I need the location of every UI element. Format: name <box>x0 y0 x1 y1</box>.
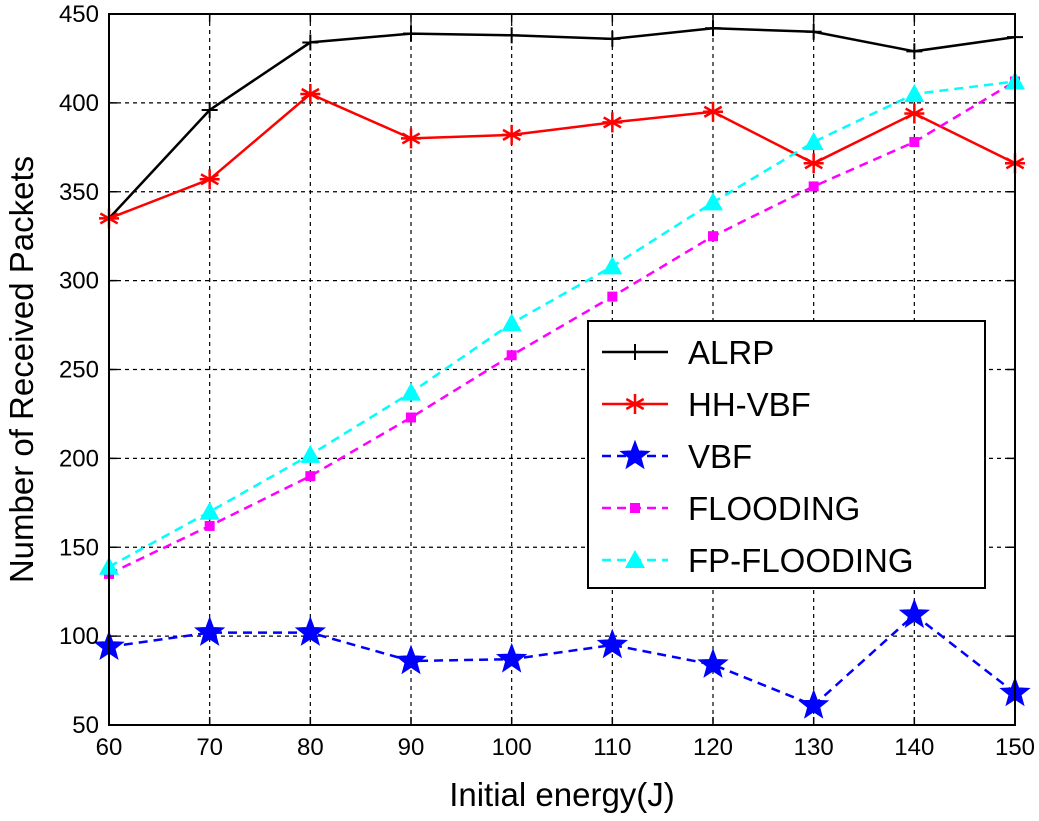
data-point-alrp <box>503 27 520 44</box>
data-point-vbf <box>294 616 326 646</box>
legend-item-hh-vbf: HH-VBF <box>602 386 811 423</box>
legend-marker <box>625 394 645 414</box>
y-tick-label: 150 <box>59 534 99 561</box>
series-vbf <box>93 598 1031 719</box>
legend-label: VBF <box>688 438 752 475</box>
data-point-hh-vbf <box>904 103 925 124</box>
series-hh-vbf <box>99 83 1025 229</box>
y-tick-label: 250 <box>59 357 99 384</box>
series-line-flooding <box>108 80 1016 576</box>
data-point-fp-flooding <box>501 313 522 332</box>
series-line-hh-vbf <box>108 92 1016 220</box>
data-point-vbf <box>798 688 830 719</box>
legend-box <box>587 320 986 589</box>
data-point-hh-vbf <box>199 169 220 190</box>
x-tick-label: 130 <box>794 734 834 761</box>
legend-label: HH-VBF <box>688 386 811 423</box>
x-tick-label: 120 <box>693 734 733 761</box>
data-point-vbf <box>496 642 528 673</box>
data-point-flooding <box>305 471 316 482</box>
data-point-hh-vbf <box>703 101 723 122</box>
x-tick-label: 90 <box>398 734 425 761</box>
data-point-alrp <box>302 34 319 51</box>
data-point-vbf <box>697 648 729 678</box>
legend-label: FP-FLOODING <box>688 542 914 579</box>
legend-item-flooding: FLOODING <box>602 490 860 527</box>
data-point-alrp <box>705 20 721 37</box>
data-point-fp-flooding <box>803 131 824 150</box>
data-point-vbf <box>596 628 628 659</box>
data-point-alrp <box>201 101 218 118</box>
data-point-fp-flooding <box>602 256 623 275</box>
x-tick-label: 80 <box>297 734 324 761</box>
series-alrp <box>101 20 1023 227</box>
legend-item-alrp: ALRP <box>602 334 774 371</box>
legend: ALRP HH-VBF VBF FLOODING FP-FLOODING <box>587 320 986 589</box>
data-point-alrp <box>906 43 923 60</box>
y-tick-label: 50 <box>72 712 99 739</box>
data-point-flooding <box>406 412 416 423</box>
x-tick-label: 150 <box>995 734 1035 761</box>
data-point-hh-vbf <box>401 128 421 149</box>
data-point-flooding <box>708 231 718 242</box>
data-point-hh-vbf <box>602 112 623 133</box>
legend-marker <box>627 344 643 360</box>
data-point-alrp <box>604 30 621 47</box>
data-point-alrp <box>805 23 822 40</box>
y-tick-label: 350 <box>59 179 99 206</box>
data-point-fp-flooding <box>199 501 220 520</box>
y-axis-title: Number of Received Packets <box>3 156 40 583</box>
legend-label: FLOODING <box>688 490 860 527</box>
y-tick-label: 100 <box>59 623 99 650</box>
x-tick-label: 110 <box>593 734 631 761</box>
x-tick-label: 70 <box>196 734 223 761</box>
legend-label: ALRP <box>688 334 774 371</box>
tick-labels: 60 70 80 90 100 110 120 130 140 150 50 100 150 200 250… <box>59 1 1035 761</box>
legend-marker <box>630 503 640 513</box>
x-tick-label: 60 <box>96 734 123 761</box>
data-point-fp-flooding <box>703 192 723 211</box>
x-tick-label: 140 <box>894 734 934 761</box>
data-point-flooding <box>506 350 517 361</box>
data-point-fp-flooding <box>904 83 925 102</box>
x-tick-label: 100 <box>492 734 532 761</box>
series-line-alrp <box>108 26 1016 220</box>
data-point-flooding <box>808 181 819 192</box>
legend-marker <box>619 439 651 470</box>
y-tick-label: 400 <box>59 90 99 117</box>
data-point-flooding <box>607 291 618 302</box>
data-point-hh-vbf <box>501 124 522 145</box>
y-tick-label: 200 <box>59 445 99 472</box>
data-point-hh-vbf <box>803 153 824 174</box>
series-line-fp-flooding <box>108 80 1016 568</box>
y-tick-label: 300 <box>59 268 99 295</box>
data-point-fp-flooding <box>300 444 321 463</box>
y-tick-label: 450 <box>59 1 99 28</box>
series-line-vbf <box>108 613 1016 707</box>
series-layer <box>93 20 1031 719</box>
data-point-vbf <box>194 616 226 646</box>
data-point-flooding <box>204 520 215 531</box>
x-axis-title: Initial energy(J) <box>449 776 675 813</box>
data-point-alrp <box>403 25 419 42</box>
data-point-fp-flooding <box>401 382 421 401</box>
legend-item-vbf: VBF <box>602 438 752 475</box>
data-point-flooding <box>909 136 920 147</box>
legend-marker <box>625 550 645 568</box>
data-point-vbf <box>395 644 427 675</box>
data-point-hh-vbf <box>300 83 321 104</box>
legend-item-fp-flooding: FP-FLOODING <box>602 542 914 579</box>
data-point-vbf <box>898 598 930 629</box>
